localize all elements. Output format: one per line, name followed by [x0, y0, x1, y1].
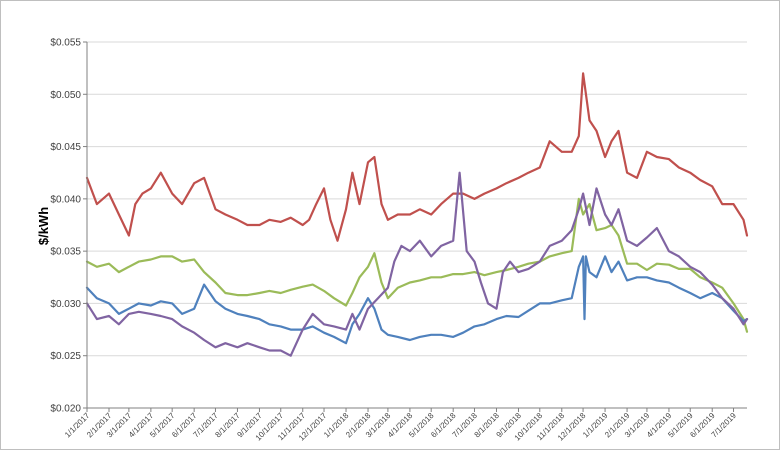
series-line-4 — [85, 171, 749, 357]
y-axis-tick-labels: $0.020 $0.025 $0.030 $0.035 $0.040 $0.045 $0.0… — [50, 38, 81, 415]
y-tick-label: $0.020 — [50, 404, 81, 415]
y-axis-label: $/kWh — [36, 207, 51, 245]
series-line-3 — [85, 255, 749, 345]
series-lines — [85, 72, 749, 357]
y-tick-label: $0.045 — [50, 142, 81, 153]
x-axis-tick-labels: 1/1/20172/1/20173/1/20174/1/20175/1/2017… — [63, 408, 738, 443]
y-tick-label: $0.035 — [50, 247, 81, 258]
y-tick-label: $0.040 — [50, 194, 81, 205]
y-tick-label: $0.030 — [50, 299, 81, 310]
axes — [83, 41, 747, 409]
series-line-2 — [85, 197, 749, 333]
y-tick-label: $0.055 — [50, 38, 81, 49]
y-tick-label: $0.050 — [50, 90, 81, 101]
series-line-1 — [85, 72, 749, 242]
y-tick-label: $0.025 — [50, 351, 81, 362]
